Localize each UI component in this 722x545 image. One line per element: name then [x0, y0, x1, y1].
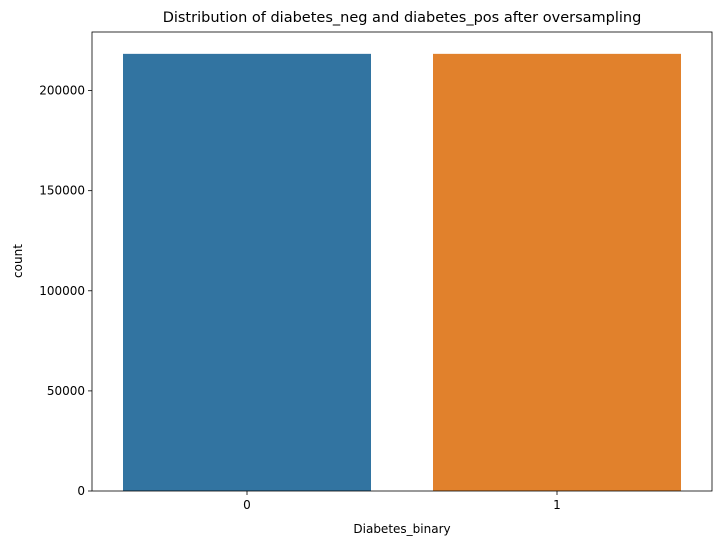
bars-group [123, 53, 681, 492]
y-tick-label: 0 [77, 484, 85, 498]
x-tick-label: 0 [243, 498, 251, 512]
y-tick-label: 50000 [47, 384, 85, 398]
x-tick-label: 1 [553, 498, 561, 512]
bar-0 [123, 53, 371, 492]
chart-title: Distribution of diabetes_neg and diabete… [163, 10, 642, 26]
bar-1 [433, 53, 681, 492]
y-axis-label: count [11, 244, 25, 278]
plot-frame [91, 31, 713, 492]
y-tick-label: 200000 [39, 84, 85, 98]
x-axis-label: Diabetes_binary [353, 522, 450, 536]
y-axis-ticks: 0 50000 100000 150000 200000 [39, 84, 92, 498]
y-tick-label: 100000 [39, 284, 85, 298]
y-tick-label: 150000 [39, 184, 85, 198]
